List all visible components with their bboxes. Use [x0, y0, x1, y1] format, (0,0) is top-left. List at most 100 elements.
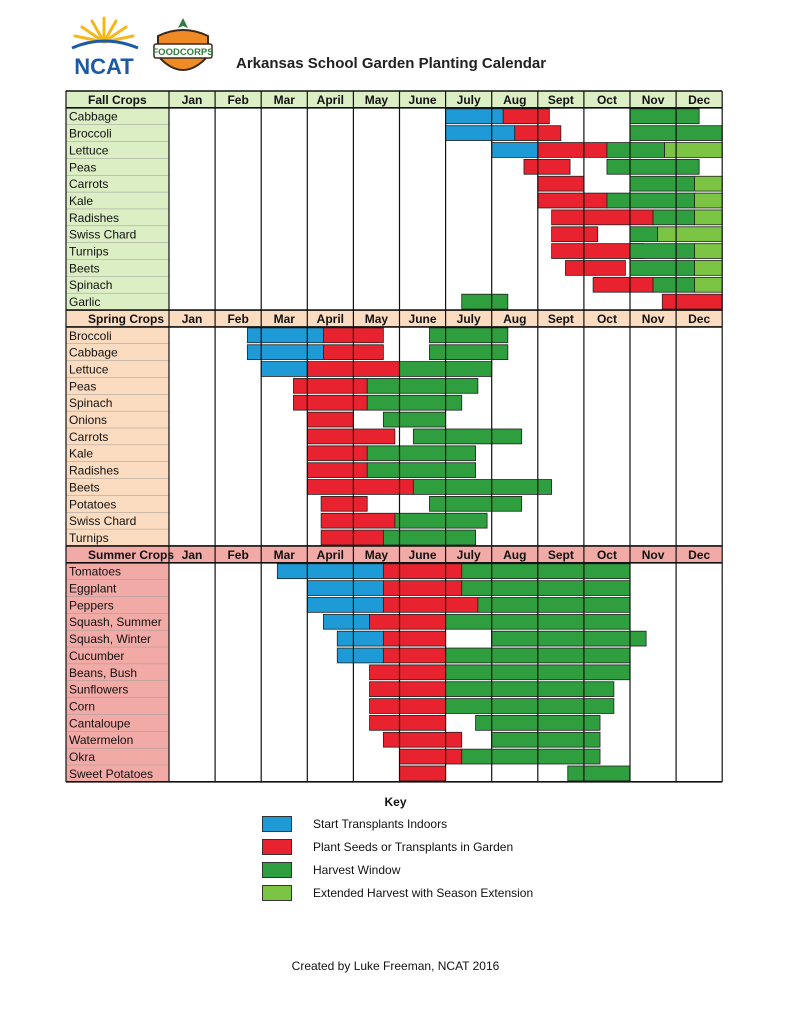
- bar-indoor-summer-crops-squash-summer-0: [323, 613, 370, 630]
- bar-plant-summer-crops-cantaloupe-0: [369, 715, 447, 731]
- bar-extended-fall-crops-swiss-chard-2: [657, 226, 723, 243]
- bar-plant-summer-crops-corn-0: [369, 698, 447, 714]
- bar-plant-summer-crops-okra-0: [399, 748, 463, 765]
- crop-label-spring-crops-cabbage: Cabbage: [69, 346, 118, 360]
- planting-calendar: Fall Crops Jan Feb Mar April May June July Aug Se…: [65, 90, 723, 783]
- month-label-fall-crops-mar: Mar: [274, 93, 296, 107]
- bar-plant-fall-crops-carrots-0: [537, 175, 585, 192]
- section-title-spring-crops: Spring Crops: [88, 312, 164, 326]
- crop-label-spring-crops-beets: Beets: [69, 480, 100, 494]
- bar-plant-spring-crops-onions-0: [306, 411, 354, 428]
- bar-plant-fall-crops-garlic-1: [661, 293, 723, 310]
- bar-harvest-spring-crops-beets-1: [412, 479, 553, 495]
- crop-label-fall-crops-beets: Beets: [69, 261, 100, 275]
- bar-harvest-fall-crops-garlic-0: [461, 293, 509, 310]
- bar-harvest-spring-crops-kale-1: [366, 445, 476, 462]
- crop-label-summer-crops-sunflowers: Sunflowers: [69, 683, 128, 697]
- bar-harvest-spring-crops-spinach-1: [366, 394, 463, 411]
- bar-harvest-fall-crops-spinach-1: [652, 276, 695, 293]
- bar-plant-summer-crops-peppers-1: [382, 597, 479, 613]
- ncat-logo-text: NCAT: [74, 54, 134, 79]
- month-label-fall-crops-dec: Dec: [688, 93, 710, 107]
- crop-name-column-summer-crops: [66, 562, 169, 782]
- crop-name-column-spring-crops: [66, 326, 169, 546]
- bar-harvest-summer-crops-eggplant-2: [461, 580, 631, 596]
- month-label-fall-crops-nov: Nov: [642, 93, 665, 107]
- bar-plant-spring-crops-peas-0: [293, 378, 368, 394]
- bar-harvest-fall-crops-peas-1: [606, 158, 700, 175]
- bar-plant-spring-crops-spinach-0: [293, 394, 368, 411]
- month-label-spring-crops-feb: Feb: [227, 312, 248, 326]
- legend-label-harvest: Harvest Window: [313, 863, 401, 877]
- month-label-spring-crops-april: April: [317, 312, 344, 326]
- crop-label-spring-crops-potatoes: Potatoes: [69, 497, 116, 511]
- crop-label-spring-crops-turnips: Turnips: [69, 531, 109, 545]
- legend-swatch-extended: [262, 885, 292, 901]
- bar-plant-fall-crops-spinach-0: [592, 276, 654, 293]
- bar-indoor-spring-crops-cabbage-0: [246, 344, 324, 361]
- bar-indoor-fall-crops-broccoli-0: [445, 125, 516, 141]
- month-label-spring-crops-sept: Sept: [548, 312, 574, 326]
- crop-label-spring-crops-peas: Peas: [69, 379, 96, 393]
- crop-label-summer-crops-okra: Okra: [69, 750, 95, 764]
- month-label-summer-crops-feb: Feb: [227, 548, 248, 562]
- month-label-spring-crops-may: May: [365, 312, 389, 326]
- bar-indoor-summer-crops-peppers-0: [306, 597, 384, 613]
- bar-plant-spring-crops-swiss-chard-0: [320, 512, 396, 529]
- bar-harvest-spring-crops-carrots-1: [412, 428, 523, 445]
- bar-extended-fall-crops-radishes-2: [694, 209, 723, 226]
- bar-plant-fall-crops-peas-0: [523, 158, 571, 175]
- crop-label-fall-crops-radishes: Radishes: [69, 211, 119, 225]
- bar-indoor-fall-crops-lettuce-0: [491, 142, 539, 158]
- bar-harvest-summer-crops-squash-winter-2: [491, 630, 647, 647]
- crop-label-summer-crops-beans-bush: Beans, Bush: [69, 666, 137, 680]
- month-label-fall-crops-april: April: [317, 93, 344, 107]
- crop-label-spring-crops-swiss-chard: Swiss Chard: [69, 514, 136, 528]
- crop-label-spring-crops-broccoli: Broccoli: [69, 329, 112, 343]
- crop-label-fall-crops-broccoli: Broccoli: [69, 127, 112, 141]
- month-label-fall-crops-sept: Sept: [548, 93, 574, 107]
- foodcorps-logo-text: FOODCORPS: [152, 47, 213, 58]
- crop-label-summer-crops-cucumber: Cucumber: [69, 649, 124, 663]
- section-header-spring-crops: [66, 310, 723, 327]
- bar-harvest-summer-crops-peppers-2: [477, 597, 631, 613]
- bar-indoor-fall-crops-cabbage-0: [445, 108, 504, 125]
- bar-harvest-spring-crops-radishes-1: [366, 462, 476, 478]
- bar-harvest-fall-crops-turnips-1: [629, 243, 695, 259]
- month-label-fall-crops-feb: Feb: [227, 93, 248, 107]
- legend-swatch-harvest: [262, 862, 292, 878]
- month-label-fall-crops-oct: Oct: [597, 93, 617, 107]
- ncat-logo: NCAT: [62, 12, 146, 80]
- crop-label-spring-crops-lettuce: Lettuce: [69, 362, 109, 376]
- crop-label-fall-crops-turnips: Turnips: [69, 245, 109, 259]
- bar-harvest-summer-crops-okra-1: [461, 748, 601, 765]
- legend-label-plant: Plant Seeds or Transplants in Garden: [313, 840, 514, 854]
- bar-harvest-summer-crops-corn-1: [445, 698, 615, 714]
- bar-plant-summer-crops-tomatoes-1: [382, 563, 463, 580]
- crop-label-spring-crops-onions: Onions: [69, 413, 107, 427]
- month-label-spring-crops-oct: Oct: [597, 312, 617, 326]
- bar-harvest-spring-crops-peas-1: [366, 378, 479, 394]
- month-label-summer-crops-july: July: [457, 548, 481, 562]
- month-label-fall-crops-jan: Jan: [182, 93, 203, 107]
- bar-harvest-fall-crops-beets-1: [629, 260, 695, 276]
- bar-plant-fall-crops-radishes-0: [551, 209, 654, 226]
- crop-label-fall-crops-carrots: Carrots: [69, 177, 108, 191]
- bar-harvest-spring-crops-swiss-chard-1: [394, 512, 488, 529]
- bar-plant-summer-crops-cucumber-1: [382, 647, 446, 664]
- month-label-summer-crops-jan: Jan: [182, 548, 203, 562]
- foodcorps-logo: FOODCORPS: [150, 14, 216, 82]
- bar-plant-spring-crops-carrots-0: [306, 428, 396, 445]
- bar-extended-fall-crops-carrots-2: [694, 175, 723, 192]
- bar-extended-fall-crops-turnips-2: [694, 243, 723, 259]
- bar-harvest-summer-crops-sunflowers-1: [445, 681, 615, 698]
- bar-indoor-summer-crops-eggplant-0: [306, 580, 384, 596]
- bar-harvest-fall-crops-kale-1: [606, 192, 695, 209]
- bar-plant-fall-crops-lettuce-1: [537, 142, 608, 158]
- bar-extended-fall-crops-kale-2: [694, 192, 723, 209]
- crop-label-fall-crops-garlic: Garlic: [69, 295, 100, 309]
- month-label-summer-crops-aug: Aug: [503, 548, 526, 562]
- crop-label-summer-crops-corn: Corn: [69, 699, 95, 713]
- month-label-summer-crops-sept: Sept: [548, 548, 574, 562]
- crop-label-spring-crops-carrots: Carrots: [69, 430, 108, 444]
